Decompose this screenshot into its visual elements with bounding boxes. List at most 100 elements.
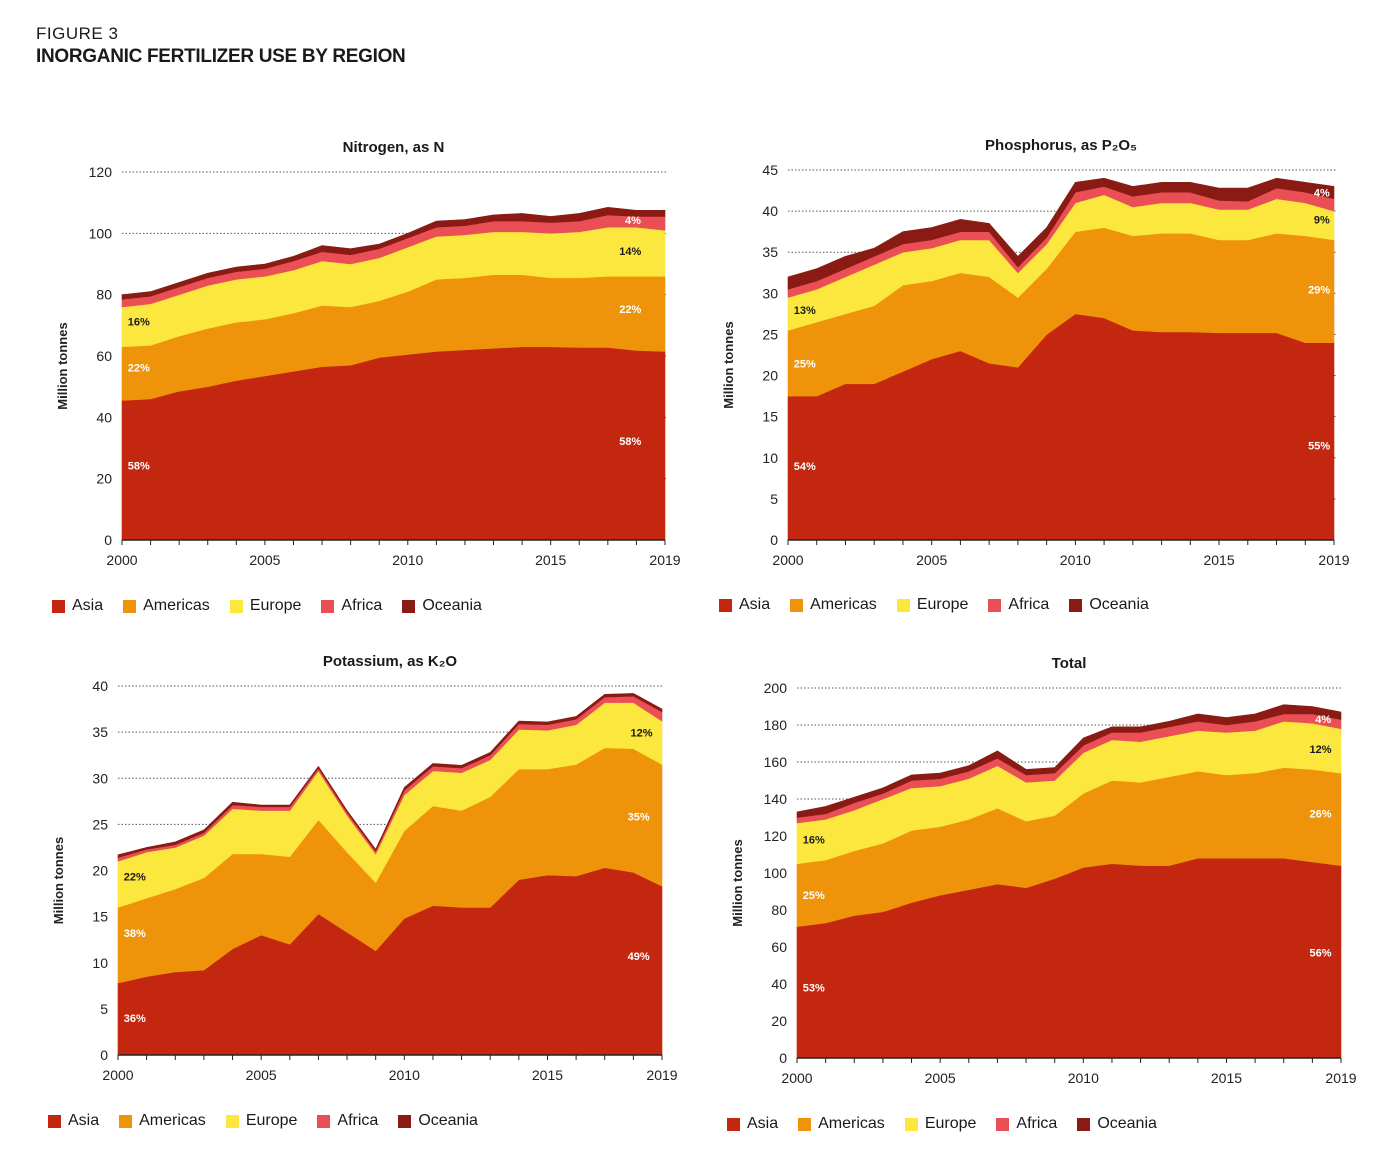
- legend-label: Europe: [249, 597, 302, 614]
- y-tick-label: 180: [764, 717, 788, 733]
- share-label: 25%: [794, 358, 816, 370]
- y-tick-label: 40: [771, 976, 787, 992]
- share-label: 4%: [625, 215, 641, 227]
- share-label: 12%: [1310, 744, 1332, 756]
- x-tick-label: 2000: [772, 552, 803, 568]
- y-tick-label: 60: [771, 939, 787, 955]
- x-tick-label: 2019: [1318, 552, 1349, 568]
- legend-item-europe: Europe: [225, 1112, 298, 1130]
- legend-swatch: [48, 1114, 61, 1128]
- legend-label: Africa: [1016, 1115, 1058, 1132]
- legend-nitrogen: Asia Americas Europe Africa Oceania: [52, 597, 502, 615]
- legend-label: Oceania: [418, 1112, 478, 1129]
- y-tick-label: 25: [762, 326, 778, 342]
- y-tick-label: 20: [762, 368, 778, 384]
- y-axis-label: Million tonnes: [730, 839, 745, 926]
- x-tick-label: 2010: [392, 552, 423, 568]
- legend-swatch: [123, 599, 137, 613]
- x-tick-label: 2000: [106, 552, 137, 568]
- x-tick-label: 2015: [1211, 1070, 1242, 1086]
- y-tick-label: 25: [92, 816, 108, 832]
- share-label: 58%: [128, 460, 150, 472]
- legend-swatch: [896, 598, 910, 612]
- y-tick-label: 0: [100, 1047, 108, 1063]
- legend-swatch: [727, 1117, 740, 1131]
- y-tick-label: 100: [89, 225, 113, 241]
- share-label: 36%: [124, 1013, 146, 1025]
- legend-label: Europe: [916, 596, 969, 613]
- legend-total: Asia Americas Europe Africa Oceania: [727, 1115, 1177, 1133]
- share-label: 25%: [803, 890, 825, 902]
- chart-title: Phosphorus, as P₂O₅: [985, 137, 1137, 154]
- chart-total: 2000 2005 2010 2015 2019 0 20 40 60 80 100 120 140 16…: [0, 130, 1357, 1086]
- legend-item-europe: Europe: [896, 596, 969, 614]
- legend-swatch: [229, 599, 243, 613]
- legend-label: Americas: [810, 596, 877, 613]
- legend-item-asia: Asia: [719, 596, 770, 614]
- legend-swatch: [790, 598, 804, 612]
- legend-label: Americas: [143, 597, 210, 614]
- y-tick-label: 140: [764, 791, 788, 807]
- legend-item-asia: Asia: [52, 597, 103, 615]
- chart-title: Total: [1052, 655, 1087, 672]
- legend-label: Africa: [337, 1112, 379, 1129]
- legend-swatch: [317, 1114, 331, 1128]
- legend-swatch: [988, 598, 1002, 612]
- legend-label: Africa: [341, 597, 383, 614]
- y-axis-label: Million tonnes: [55, 322, 70, 409]
- y-tick-label: 120: [89, 164, 113, 180]
- share-label: 4%: [1315, 714, 1331, 726]
- share-label: 49%: [628, 951, 650, 963]
- legend-swatch: [402, 599, 416, 613]
- share-label: 14%: [619, 246, 641, 258]
- y-tick-label: 10: [762, 450, 778, 466]
- y-tick-label: 120: [764, 828, 788, 844]
- share-label: 9%: [1314, 214, 1330, 226]
- share-label: 22%: [619, 304, 641, 316]
- share-label: 55%: [1308, 441, 1330, 453]
- x-tick-label: 2019: [649, 552, 680, 568]
- legend-item-europe: Europe: [904, 1115, 976, 1133]
- legend-swatch: [1077, 1117, 1091, 1131]
- legend-swatch: [321, 599, 335, 613]
- legend-label: Asia: [739, 596, 771, 613]
- x-tick-label: 2005: [246, 1067, 277, 1083]
- x-tick-label: 2015: [532, 1067, 563, 1083]
- y-tick-label: 0: [779, 1050, 787, 1066]
- legend-label: Oceania: [422, 597, 482, 614]
- x-tick-label: 2015: [1203, 552, 1234, 568]
- chart-potassium: 2000 2005 2010 2015 2019 0 5 10 15 20 25 30 35 40 Mill…: [0, 130, 690, 1083]
- y-tick-label: 10: [92, 955, 108, 971]
- y-tick-label: 5: [100, 1001, 108, 1017]
- legend-label: Europe: [245, 1112, 298, 1129]
- legend-potassium: Asia Americas Europe Africa Oceania: [48, 1112, 498, 1130]
- legend-label: Asia: [68, 1112, 100, 1129]
- y-tick-label: 45: [762, 162, 778, 178]
- legend-swatch: [52, 599, 65, 613]
- y-tick-label: 60: [96, 348, 112, 364]
- legend-item-americas: Americas: [798, 1115, 885, 1133]
- y-tick-label: 20: [771, 1013, 787, 1029]
- chart-phosphorus: 2000 2005 2010 2015 2019 0 5 10 15 20 25 30 35 40 45 Mi…: [0, 130, 1350, 650]
- legend-item-africa: Africa: [317, 1112, 378, 1130]
- share-label: 29%: [1308, 284, 1330, 296]
- legend-label: Oceania: [1097, 1115, 1157, 1132]
- x-tick-label: 2010: [389, 1067, 420, 1083]
- legend-item-oceania: Oceania: [402, 597, 482, 615]
- legend-label: Asia: [747, 1115, 779, 1132]
- share-label: 26%: [1310, 809, 1332, 821]
- y-tick-label: 35: [92, 724, 108, 740]
- legend-swatch: [996, 1117, 1010, 1131]
- y-tick-label: 35: [762, 244, 778, 260]
- figure-label: FIGURE 3: [36, 24, 119, 43]
- y-tick-label: 40: [96, 409, 112, 425]
- x-tick-label: 2015: [535, 552, 566, 568]
- legend-swatch: [719, 598, 732, 612]
- share-label: 58%: [619, 436, 641, 448]
- y-tick-label: 0: [770, 532, 778, 548]
- area-oceania: [787, 177, 1335, 290]
- figure-title: INORGANIC FERTILIZER USE BY REGION: [36, 46, 406, 67]
- legend-label: Africa: [1008, 596, 1050, 613]
- x-tick-label: 2005: [249, 552, 280, 568]
